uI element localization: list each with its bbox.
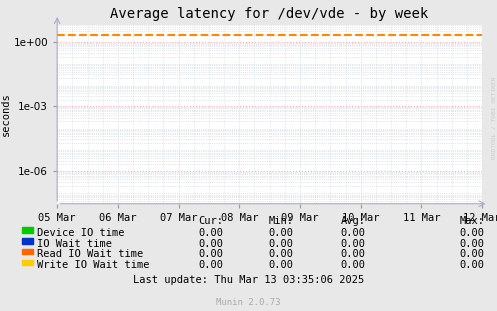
Text: Last update: Thu Mar 13 03:35:06 2025: Last update: Thu Mar 13 03:35:06 2025	[133, 275, 364, 285]
Text: 0.00: 0.00	[460, 228, 485, 238]
Text: Munin 2.0.73: Munin 2.0.73	[216, 298, 281, 307]
Text: 0.00: 0.00	[460, 249, 485, 259]
Text: 0.00: 0.00	[340, 260, 365, 270]
Text: 0.00: 0.00	[268, 260, 293, 270]
Text: 0.00: 0.00	[268, 249, 293, 259]
Text: Avg:: Avg:	[340, 216, 365, 226]
Text: 0.00: 0.00	[340, 239, 365, 248]
Text: 0.00: 0.00	[268, 228, 293, 238]
Text: 0.00: 0.00	[199, 239, 224, 248]
Text: 0.00: 0.00	[199, 260, 224, 270]
Text: Read IO Wait time: Read IO Wait time	[37, 249, 144, 259]
Text: 0.00: 0.00	[460, 260, 485, 270]
Text: 0.00: 0.00	[460, 239, 485, 248]
Text: Max:: Max:	[460, 216, 485, 226]
Title: Average latency for /dev/vde - by week: Average latency for /dev/vde - by week	[110, 7, 429, 21]
Text: Write IO Wait time: Write IO Wait time	[37, 260, 150, 270]
Text: 0.00: 0.00	[268, 239, 293, 248]
Text: 0.00: 0.00	[340, 249, 365, 259]
Text: Device IO time: Device IO time	[37, 228, 125, 238]
Text: 0.00: 0.00	[199, 249, 224, 259]
Text: IO Wait time: IO Wait time	[37, 239, 112, 248]
Text: Min:: Min:	[268, 216, 293, 226]
Text: Cur:: Cur:	[199, 216, 224, 226]
Text: 0.00: 0.00	[199, 228, 224, 238]
Text: 0.00: 0.00	[340, 228, 365, 238]
Y-axis label: seconds: seconds	[0, 92, 11, 136]
Text: RRDTOOL / TOBI OETIKER: RRDTOOL / TOBI OETIKER	[491, 77, 496, 160]
